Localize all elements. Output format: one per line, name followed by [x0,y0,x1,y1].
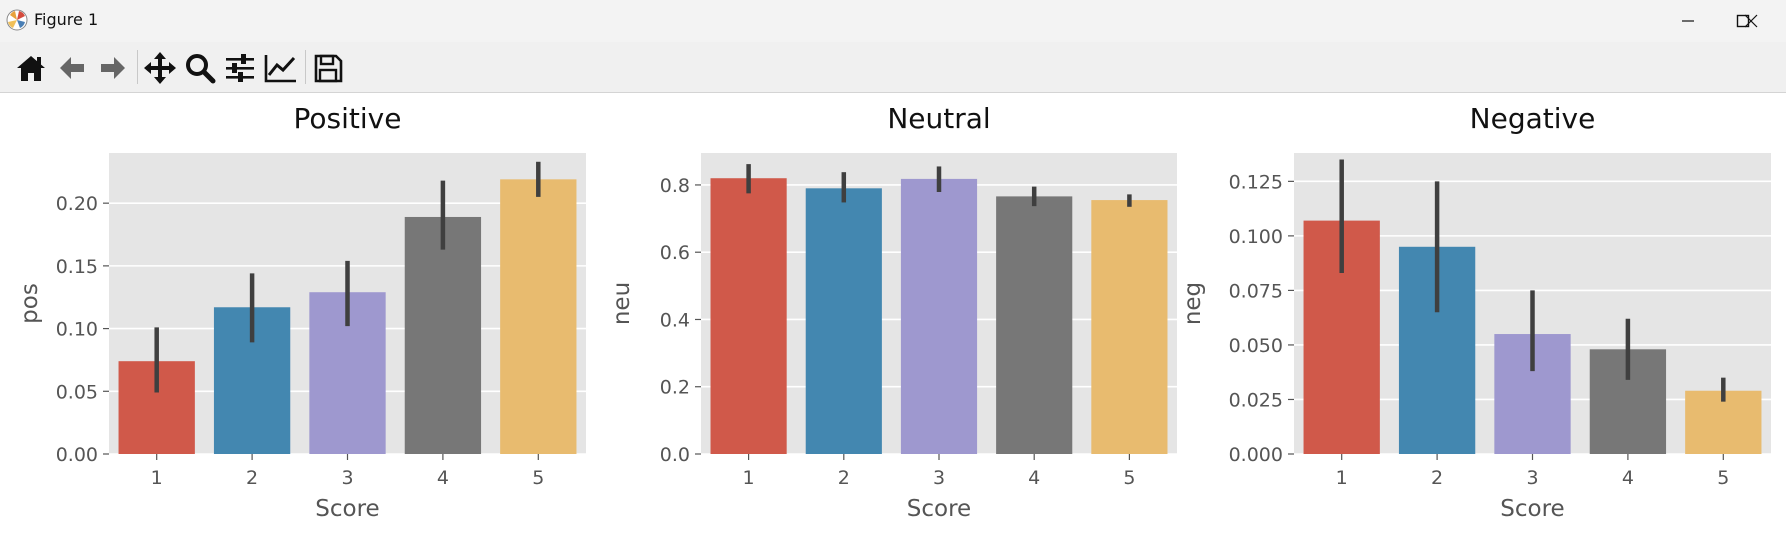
window-title: Figure 1 [34,10,99,29]
minimize-button[interactable] [1653,0,1723,42]
move-icon [144,52,176,84]
navigation-toolbar [0,42,1786,93]
floppy-disk-icon [314,54,343,83]
y-axis-label: pos [17,283,43,324]
y-tick-label: 0.025 [1229,389,1283,411]
y-tick-label: 0.8 [660,175,690,197]
minimize-icon [1682,20,1694,22]
y-tick-label: 0.075 [1229,280,1283,302]
x-tick-label: 2 [246,467,258,489]
home-icon [17,56,45,81]
bar [710,178,787,455]
y-axis-label: neg [1180,282,1206,325]
chart-title: Negative [1470,102,1596,135]
back-button[interactable] [53,49,91,87]
save-button[interactable] [309,49,347,87]
chart-line-icon [264,55,296,83]
y-tick-label: 0.000 [1229,444,1283,466]
x-tick-label: 5 [1717,467,1729,489]
x-tick-label: 1 [151,467,163,489]
y-tick-label: 0.10 [56,319,98,341]
y-tick-label: 0.00 [56,444,98,466]
bar [805,188,882,454]
maximize-icon [1736,14,1750,28]
x-tick-label: 4 [1622,467,1634,489]
y-tick-label: 0.100 [1229,226,1283,248]
x-tick-label: 3 [1526,467,1538,489]
x-tick-label: 3 [341,467,353,489]
maximize-button[interactable] [1708,0,1778,42]
bar [1091,200,1168,454]
configure-subplots-button[interactable] [221,49,259,87]
y-tick-label: 0.6 [660,242,690,264]
bar [900,178,978,454]
x-tick-label: 5 [532,467,544,489]
figure-canvas[interactable]: 0.00 0.05 0.10 0.15 0.20 1 2 3 4 5 Positive Score po… [0,93,1786,538]
sliders-icon [226,54,254,82]
close-icon [1744,14,1758,28]
toolbar-separator [137,50,138,84]
x-tick-label: 5 [1123,467,1135,489]
magnifier-icon [186,54,216,84]
close-button[interactable] [1716,0,1786,42]
y-tick-label: 0.050 [1229,335,1283,357]
x-tick-label: 4 [437,467,449,489]
bar [500,179,577,454]
pan-button[interactable] [141,49,179,87]
x-tick-label: 1 [1336,467,1348,489]
x-axis-label: Score [315,496,379,522]
y-axis-label: neu [609,282,635,325]
y-tick-label: 0.4 [660,309,690,331]
y-tick-label: 0.05 [56,381,98,403]
toolbar-separator [305,50,306,84]
x-tick-label: 3 [933,467,945,489]
bar [404,216,482,454]
x-tick-label: 2 [1431,467,1443,489]
y-tick-label: 0.125 [1229,171,1283,193]
zoom-button[interactable] [181,49,219,87]
x-axis-label: Score [1500,496,1564,522]
y-tick-label: 0.2 [660,377,690,399]
edit-axes-button[interactable] [262,49,300,87]
matplotlib-logo-icon [6,9,28,31]
x-tick-label: 1 [743,467,755,489]
chart-title: Positive [294,102,402,135]
y-tick-label: 0.0 [660,444,690,466]
y-tick-label: 0.15 [56,256,98,278]
chart-figure: 0.000.050.100.150.201 2 3 4 5PositiveScorepo… [17,102,1771,522]
chart-title: Neutral [887,102,990,135]
x-axis-label: Score [907,496,971,522]
window-titlebar: Figure 1 [0,0,1786,42]
forward-button[interactable] [94,49,132,87]
y-tick-label: 0.20 [56,193,98,215]
x-tick-label: 2 [838,467,850,489]
arrow-left-icon [60,57,84,79]
home-button[interactable] [12,49,50,87]
arrow-right-icon [101,57,125,79]
x-tick-label: 4 [1028,467,1040,489]
bar [996,196,1073,454]
